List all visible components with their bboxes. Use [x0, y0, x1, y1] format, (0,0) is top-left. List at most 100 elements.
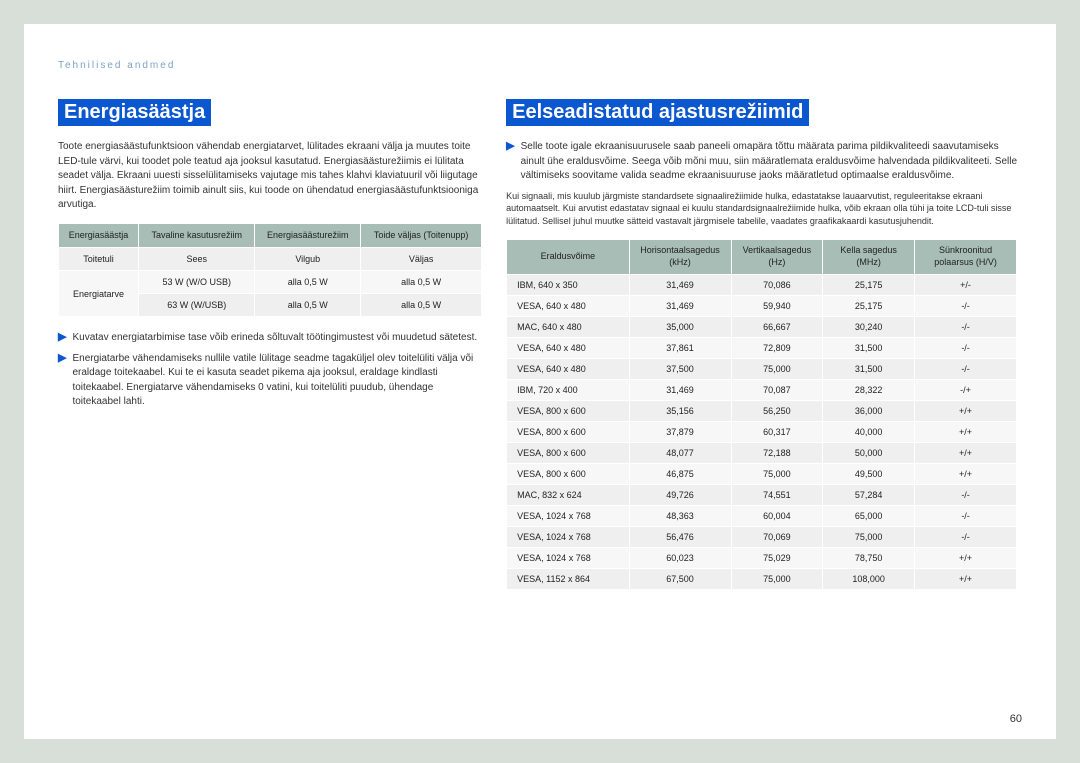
t2-r3-c0: VESA, 640 x 480	[507, 337, 629, 358]
content-columns: Energiasäästja Toote energiasäästufunkts…	[58, 99, 1022, 604]
energy-table: Energiasäästja Tavaline kasutusrežiim En…	[58, 223, 482, 318]
t2-r4-c4: -/-	[915, 358, 1017, 379]
left-heading: Energiasäästja	[58, 99, 211, 126]
right-small: Kui signaali, mis kuulub järgmiste stand…	[506, 190, 1017, 228]
timing-row: VESA, 800 x 60035,15656,25036,000+/+	[507, 400, 1017, 421]
t2-r14-c0: VESA, 1152 x 864	[507, 568, 629, 589]
t2-r3-c1: 37,861	[629, 337, 731, 358]
t2-r5-c4: -/+	[915, 379, 1017, 400]
t2-r2-c0: MAC, 640 x 480	[507, 316, 629, 337]
t1-r2-c1: 63 W (W/USB)	[139, 294, 255, 317]
t2-r8-c3: 50,000	[823, 442, 915, 463]
t2-r2-c3: 30,240	[823, 316, 915, 337]
t1-r1-c0: Energiatarve	[59, 271, 139, 317]
t2-r5-c2: 70,087	[731, 379, 823, 400]
t1-r1-c3: alla 0,5 W	[361, 271, 482, 294]
t2-r10-c4: -/-	[915, 484, 1017, 505]
t2-r11-c2: 60,004	[731, 505, 823, 526]
t2-r2-c1: 35,000	[629, 316, 731, 337]
t2-r6-c3: 36,000	[823, 400, 915, 421]
t2-r9-c0: VESA, 800 x 600	[507, 463, 629, 484]
t2-r13-c2: 75,029	[731, 547, 823, 568]
t2-h4: Sünkroonitud polaarsus (H/V)	[915, 240, 1017, 274]
t2-r12-c2: 70,069	[731, 526, 823, 547]
t2-r1-c2: 59,940	[731, 295, 823, 316]
t2-r11-c4: -/-	[915, 505, 1017, 526]
t1-h0: Energiasäästja	[59, 223, 139, 248]
t2-r4-c0: VESA, 640 x 480	[507, 358, 629, 379]
t2-r10-c0: MAC, 832 x 624	[507, 484, 629, 505]
t2-r12-c0: VESA, 1024 x 768	[507, 526, 629, 547]
timing-table: Eraldusvõime Horisontaalsagedus (kHz) Ve…	[506, 239, 1017, 589]
t2-r1-c0: VESA, 640 x 480	[507, 295, 629, 316]
t2-r0-c3: 25,175	[823, 274, 915, 295]
t2-r8-c1: 48,077	[629, 442, 731, 463]
t1-r2-c2: alla 0,5 W	[255, 294, 361, 317]
right-bullet-text: Selle toote igale ekraanisuurusele saab …	[521, 140, 1017, 184]
t2-r9-c3: 49,500	[823, 463, 915, 484]
t2-r3-c3: 31,500	[823, 337, 915, 358]
page-container: Tehnilised andmed Energiasäästja Toote e…	[24, 24, 1056, 739]
t2-h2: Vertikaalsagedus (Hz)	[731, 240, 823, 274]
t2-r6-c4: +/+	[915, 400, 1017, 421]
t2-r12-c4: -/-	[915, 526, 1017, 547]
right-bullet: ▶ Selle toote igale ekraanisuurusele saa…	[506, 140, 1017, 184]
breadcrumb: Tehnilised andmed	[58, 60, 1022, 71]
t2-r6-c0: VESA, 800 x 600	[507, 400, 629, 421]
t2-r6-c1: 35,156	[629, 400, 731, 421]
timing-row: IBM, 640 x 35031,46970,08625,175+/-	[507, 274, 1017, 295]
t2-r7-c3: 40,000	[823, 421, 915, 442]
t2-r13-c1: 60,023	[629, 547, 731, 568]
timing-row: VESA, 800 x 60046,87575,00049,500+/+	[507, 463, 1017, 484]
t1-r1-c2: alla 0,5 W	[255, 271, 361, 294]
right-column: Eelseadistatud ajastusrežiimid ▶ Selle t…	[506, 99, 1017, 604]
t2-r8-c0: VESA, 800 x 600	[507, 442, 629, 463]
t2-r14-c2: 75,000	[731, 568, 823, 589]
t2-r10-c2: 74,551	[731, 484, 823, 505]
t1-r0-c3: Väljas	[361, 248, 482, 271]
timing-row: VESA, 1024 x 76848,36360,00465,000-/-	[507, 505, 1017, 526]
t1-r0-c2: Vilgub	[255, 248, 361, 271]
t2-r5-c1: 31,469	[629, 379, 731, 400]
t2-r1-c3: 25,175	[823, 295, 915, 316]
bullet-marker-icon: ▶	[506, 140, 514, 184]
t2-r10-c3: 57,284	[823, 484, 915, 505]
t1-h1: Tavaline kasutusrežiim	[139, 223, 255, 248]
left-bullet-text-1: Energiatarbe vähendamiseks nullile vatil…	[72, 352, 482, 410]
t2-r3-c2: 72,809	[731, 337, 823, 358]
timing-row: VESA, 1024 x 76860,02375,02978,750+/+	[507, 547, 1017, 568]
t1-h3: Toide väljas (Toitenupp)	[361, 223, 482, 248]
t1-r0-c0: Toitetuli	[59, 248, 139, 271]
t2-r1-c4: -/-	[915, 295, 1017, 316]
t2-r9-c4: +/+	[915, 463, 1017, 484]
t2-r0-c4: +/-	[915, 274, 1017, 295]
t1-h2: Energiasäästurežiim	[255, 223, 361, 248]
t2-h3: Kella sagedus (MHz)	[823, 240, 915, 274]
t1-r1-c1: 53 W (W/O USB)	[139, 271, 255, 294]
right-heading: Eelseadistatud ajastusrežiimid	[506, 99, 809, 126]
t2-r14-c4: +/+	[915, 568, 1017, 589]
left-bullet-0: ▶Kuvatav energiatarbimise tase võib erin…	[58, 331, 482, 346]
left-bullet-text-0: Kuvatav energiatarbimise tase võib erine…	[72, 331, 477, 346]
timing-row: VESA, 640 x 48037,50075,00031,500-/-	[507, 358, 1017, 379]
t2-r5-c3: 28,322	[823, 379, 915, 400]
timing-row: MAC, 832 x 62449,72674,55157,284-/-	[507, 484, 1017, 505]
t2-r10-c1: 49,726	[629, 484, 731, 505]
t2-r13-c3: 78,750	[823, 547, 915, 568]
t2-r2-c2: 66,667	[731, 316, 823, 337]
t2-r7-c4: +/+	[915, 421, 1017, 442]
t2-r0-c2: 70,086	[731, 274, 823, 295]
timing-row: IBM, 720 x 40031,46970,08728,322-/+	[507, 379, 1017, 400]
t2-h1: Horisontaalsagedus (kHz)	[629, 240, 731, 274]
t2-r13-c0: VESA, 1024 x 768	[507, 547, 629, 568]
t2-h0: Eraldusvõime	[507, 240, 629, 274]
t2-r8-c2: 72,188	[731, 442, 823, 463]
t2-r9-c2: 75,000	[731, 463, 823, 484]
t2-r12-c3: 75,000	[823, 526, 915, 547]
t2-r7-c1: 37,879	[629, 421, 731, 442]
t2-r3-c4: -/-	[915, 337, 1017, 358]
t2-r9-c1: 46,875	[629, 463, 731, 484]
t2-r2-c4: -/-	[915, 316, 1017, 337]
left-column: Energiasäästja Toote energiasäästufunkts…	[58, 99, 482, 604]
page-number: 60	[1010, 713, 1022, 725]
